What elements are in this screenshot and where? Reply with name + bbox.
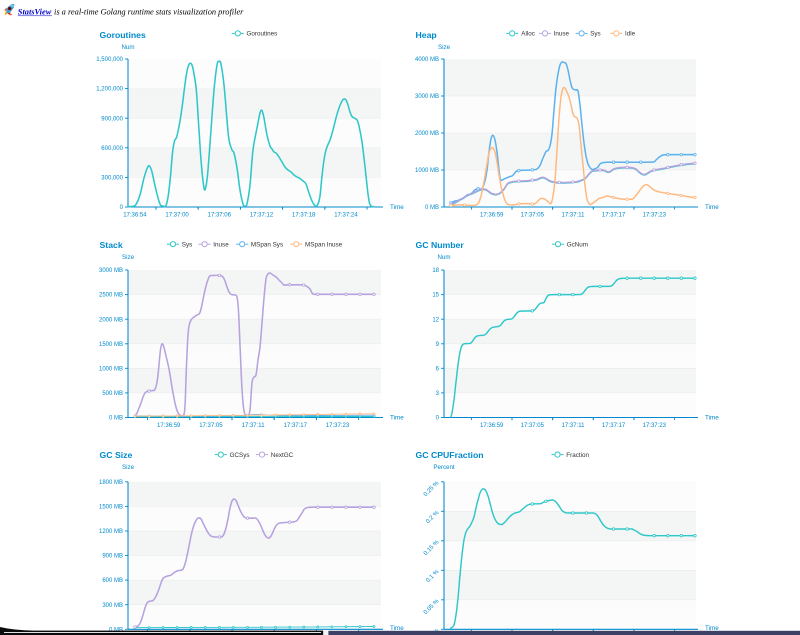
svg-text:Time: Time (705, 204, 719, 211)
svg-text:Time: Time (390, 415, 404, 422)
svg-text:17:37:17: 17:37:17 (602, 212, 626, 218)
svg-text:GC Number: GC Number (416, 240, 465, 250)
svg-text:1,500,000: 1,500,000 (96, 57, 123, 63)
svg-text:Percent: Percent (433, 464, 455, 471)
svg-text:is a real-time Golang runtime: is a real-time Golang runtime stats visu… (54, 7, 244, 16)
svg-text:NextGC: NextGC (271, 452, 294, 459)
svg-text:0: 0 (436, 416, 440, 422)
svg-text:2000 MB: 2000 MB (99, 317, 123, 323)
svg-text:Sys: Sys (182, 241, 193, 248)
svg-text:17:37:05: 17:37:05 (199, 423, 223, 429)
svg-text:17:36:59: 17:36:59 (480, 212, 504, 218)
svg-text:500 MB: 500 MB (102, 391, 123, 397)
svg-text:900 MB: 900 MB (102, 554, 123, 560)
svg-text:17:37:23: 17:37:23 (326, 423, 350, 429)
svg-text:Time: Time (705, 415, 719, 422)
svg-text:17:37:05: 17:37:05 (521, 423, 545, 429)
svg-text:0 MB: 0 MB (109, 627, 123, 633)
svg-text:600 MB: 600 MB (102, 578, 123, 584)
svg-text:Size: Size (122, 464, 135, 471)
svg-text:17:36:59: 17:36:59 (157, 423, 181, 429)
svg-text:17:37:18: 17:37:18 (292, 212, 316, 218)
svg-text:17:37:17: 17:37:17 (284, 423, 308, 429)
svg-text:Heap: Heap (416, 30, 437, 40)
svg-text:GC CPUFraction: GC CPUFraction (416, 450, 484, 460)
svg-text:3: 3 (436, 391, 440, 397)
svg-text:Time: Time (390, 204, 404, 211)
svg-text:Inuse: Inuse (554, 31, 570, 38)
svg-text:3000 MB: 3000 MB (99, 268, 123, 274)
svg-text:17:36:59: 17:36:59 (480, 423, 504, 429)
svg-text:0: 0 (120, 205, 124, 211)
svg-text:GC Size: GC Size (100, 450, 133, 460)
svg-text:StatsView: StatsView (18, 7, 52, 16)
svg-text:Time: Time (390, 625, 404, 632)
svg-text:15: 15 (432, 293, 439, 299)
svg-text:300 MB: 300 MB (102, 603, 123, 609)
svg-text:17:37:24: 17:37:24 (334, 212, 358, 218)
svg-text:2000 MB: 2000 MB (415, 131, 439, 137)
svg-text:Stack: Stack (100, 240, 123, 250)
svg-text:1800 MB: 1800 MB (99, 480, 123, 486)
svg-text:3000 MB: 3000 MB (415, 94, 439, 100)
svg-text:0 MB: 0 MB (425, 205, 439, 211)
svg-text:Inuse: Inuse (213, 241, 229, 248)
svg-text:1000 MB: 1000 MB (99, 366, 123, 372)
svg-text:1000 MB: 1000 MB (415, 168, 439, 174)
svg-text:17:37:06: 17:37:06 (208, 212, 232, 218)
svg-text:1500 MB: 1500 MB (99, 342, 123, 348)
svg-text:Sys: Sys (590, 31, 601, 38)
svg-text:1,200,000: 1,200,000 (96, 87, 123, 93)
svg-text:17:37:17: 17:37:17 (602, 423, 626, 429)
svg-text:Size: Size (122, 254, 135, 261)
svg-text:MSpan Inuse: MSpan Inuse (305, 241, 343, 248)
svg-text:600,000: 600,000 (101, 146, 123, 152)
svg-text:Goroutines: Goroutines (100, 30, 147, 40)
svg-text:0 MB: 0 MB (109, 416, 123, 422)
svg-text:MSpan Sys: MSpan Sys (251, 241, 283, 248)
svg-text:GCSys: GCSys (230, 452, 250, 459)
svg-text:17:36:54: 17:36:54 (123, 212, 147, 218)
svg-text:6: 6 (436, 366, 440, 372)
svg-text:18: 18 (432, 268, 439, 274)
svg-text:300,000: 300,000 (101, 176, 123, 182)
svg-text:2500 MB: 2500 MB (99, 293, 123, 299)
svg-text:17:37:00: 17:37:00 (165, 212, 189, 218)
svg-text:17:37:23: 17:37:23 (643, 212, 667, 218)
svg-text:17:37:11: 17:37:11 (562, 212, 586, 218)
svg-text:Fraction: Fraction (566, 452, 589, 459)
svg-text:17:37:11: 17:37:11 (242, 423, 266, 429)
svg-text:17:37:12: 17:37:12 (250, 212, 274, 218)
svg-text:GcNum: GcNum (567, 241, 588, 248)
svg-text:Idle: Idle (625, 31, 636, 38)
svg-text:Num: Num (437, 254, 450, 261)
svg-text:9: 9 (436, 342, 440, 348)
svg-text:900,000: 900,000 (101, 116, 123, 122)
svg-text:Num: Num (121, 44, 134, 51)
svg-text:17:37:05: 17:37:05 (521, 212, 545, 218)
svg-text:Size: Size (438, 44, 451, 51)
svg-text:Time: Time (705, 625, 719, 632)
svg-text:17:37:11: 17:37:11 (562, 423, 586, 429)
svg-text:Alloc: Alloc (521, 31, 535, 38)
svg-text:1200 MB: 1200 MB (99, 529, 123, 535)
svg-text:4000 MB: 4000 MB (415, 57, 439, 63)
svg-text:Goroutines: Goroutines (247, 31, 278, 38)
svg-text:17:37:23: 17:37:23 (643, 423, 667, 429)
svg-text:1500 MB: 1500 MB (99, 505, 123, 511)
svg-text:12: 12 (432, 317, 439, 323)
